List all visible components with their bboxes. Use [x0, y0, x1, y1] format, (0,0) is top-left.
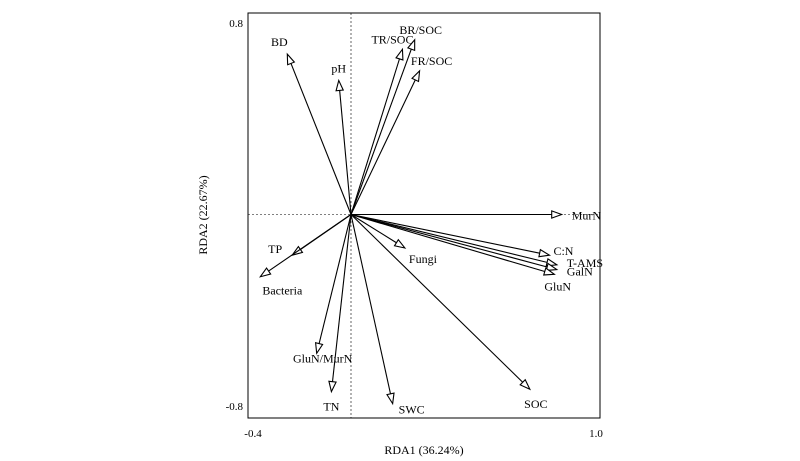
vector-murn: MurN	[351, 209, 601, 223]
vector-line-swc	[350, 214, 392, 394]
vector-label-tr-soc: TR/SOC	[371, 32, 413, 46]
vector-fr-soc: FR/SOC	[350, 54, 452, 215]
arrowhead-glun	[542, 267, 556, 276]
vector-label-murn: MurN	[572, 209, 602, 223]
vector-line-t-ams	[350, 213, 548, 263]
vector-br-soc: BR/SOC	[350, 23, 442, 215]
vector-label-t-ams: T-AMS	[567, 256, 603, 270]
arrowhead-fungi	[393, 238, 407, 249]
vector-label-swc: SWC	[399, 403, 425, 417]
vector-line-bd	[290, 63, 352, 215]
vector-label-glun-murn: GluN/MurN	[293, 351, 353, 365]
x-tick-label-right: 1.0	[589, 428, 603, 440]
vector-line-tr-soc	[350, 58, 401, 215]
x-axis-label: RDA1 (36.24%)	[384, 443, 463, 457]
vector-label-tp: TP	[268, 242, 282, 256]
arrowhead-galn	[545, 262, 559, 272]
arrowhead-swc	[386, 392, 395, 406]
vector-line-glun-murn	[318, 214, 352, 344]
vector-line-galn	[350, 213, 548, 268]
vector-line-glun	[350, 213, 545, 273]
y-axis-label: RDA2 (22.67%)	[196, 175, 210, 254]
vector-label-fungi: Fungi	[409, 252, 438, 266]
arrowhead-murn	[551, 210, 564, 219]
vector-tn: TN	[323, 214, 352, 414]
arrowhead-tr-soc	[395, 47, 404, 61]
plot-frame	[247, 12, 601, 419]
vector-label-fr-soc: FR/SOC	[411, 54, 452, 68]
arrowhead-tn	[328, 380, 337, 394]
vector-label-br-soc: BR/SOC	[399, 23, 442, 37]
vector-label-c-n: C:N	[553, 244, 573, 258]
vector-soc: SOC	[350, 214, 548, 411]
arrowhead-br-soc	[406, 38, 416, 52]
vector-line-bacteria	[268, 214, 352, 272]
vector-label-galn: GalN	[567, 265, 593, 279]
arrowhead-c-n	[538, 248, 552, 258]
arrowhead-bacteria	[259, 267, 272, 278]
arrowhead-bd	[286, 52, 296, 66]
vector-label-bd: BD	[271, 35, 288, 49]
vector-swc: SWC	[350, 214, 425, 417]
arrowhead-ph	[335, 78, 345, 92]
vector-label-soc: SOC	[524, 397, 547, 411]
vector-label-ph: pH	[331, 61, 346, 75]
arrowhead-fr-soc	[411, 69, 421, 83]
vector-bd: BD	[271, 35, 352, 215]
arrowhead-glun-murn	[314, 342, 324, 355]
vector-ph: pH	[331, 61, 352, 215]
vector-label-tn: TN	[323, 400, 339, 414]
vector-t-ams: T-AMS	[350, 213, 603, 270]
vector-line-tn	[331, 214, 352, 382]
vector-label-bacteria: Bacteria	[262, 284, 303, 298]
y-tick-label-bottom: -0.8	[226, 401, 244, 413]
vector-c-n: C:N	[350, 213, 574, 258]
vector-glun-murn: GluN/MurN	[293, 214, 353, 365]
vector-line-c-n	[350, 213, 540, 254]
vector-tr-soc: TR/SOC	[350, 32, 413, 215]
vector-layer: BDpHTR/SOCBR/SOCFR/SOCMurNC:NT-AMSGalNGl…	[259, 23, 603, 417]
vector-line-fungi	[350, 214, 397, 244]
vector-line-fr-soc	[350, 79, 416, 215]
vector-glun: GluN	[350, 213, 571, 293]
vector-line-soc	[350, 214, 524, 383]
arrowhead-soc	[519, 378, 532, 391]
vector-galn: GalN	[350, 213, 593, 279]
vector-tp: TP	[268, 214, 352, 256]
vector-line-br-soc	[350, 48, 412, 215]
vector-label-glun: GluN	[544, 279, 571, 293]
vector-bacteria: Bacteria	[259, 214, 352, 298]
vector-fungi: Fungi	[350, 214, 438, 266]
y-tick-label-top: 0.8	[229, 18, 243, 30]
vector-line-ph	[339, 90, 352, 215]
x-tick-label-left: -0.4	[244, 428, 262, 440]
